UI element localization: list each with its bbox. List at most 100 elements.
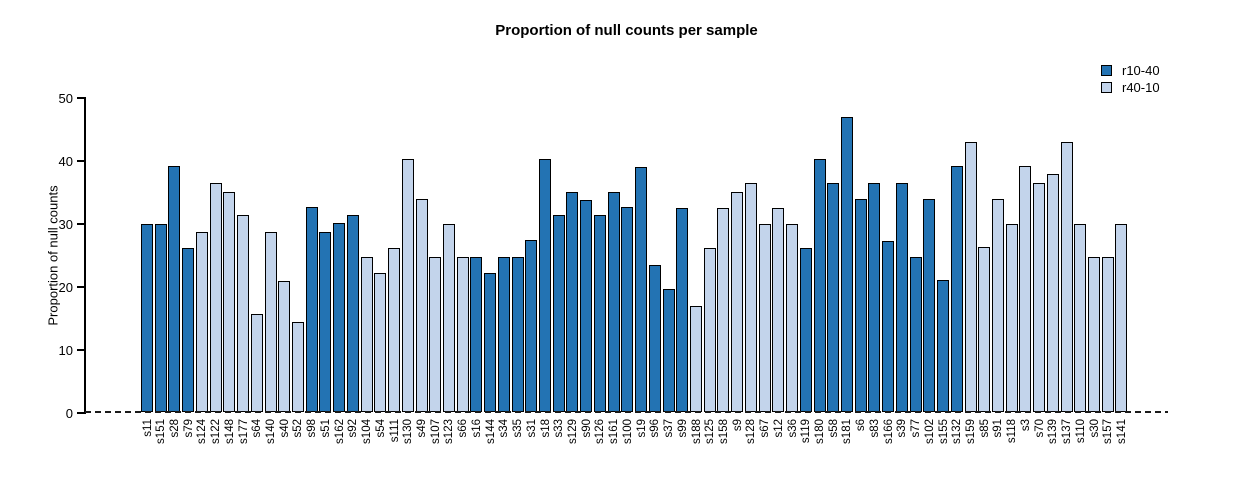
bar-s31	[525, 240, 538, 412]
bar-s83	[868, 182, 881, 412]
x-tick-label: s110	[1074, 419, 1087, 444]
legend-swatch	[1101, 65, 1112, 76]
bar-s132	[950, 166, 963, 412]
x-tick-label: s111	[388, 419, 401, 443]
legend-swatch	[1101, 82, 1112, 93]
x-tick-label: s39	[896, 419, 909, 438]
y-tick	[77, 160, 84, 162]
bar-s111	[388, 248, 401, 412]
legend-row: r40-10	[1101, 81, 1160, 94]
bar-s129	[566, 191, 579, 412]
x-tick-label: s125	[704, 419, 717, 444]
bar-s104	[360, 257, 373, 412]
x-tick-label: s151	[155, 419, 168, 444]
y-tick-label: 40	[58, 154, 73, 169]
bar-s52	[291, 321, 304, 412]
zero-dashed-line	[85, 411, 1168, 413]
y-tick-label: 30	[58, 217, 73, 232]
x-tick-label: s79	[182, 419, 195, 438]
bar-s118	[1005, 224, 1018, 412]
bar-s19	[635, 166, 648, 412]
x-tick-label: s28	[168, 419, 181, 438]
x-tick-label: s124	[196, 419, 209, 444]
bar-s35	[511, 257, 524, 412]
bar-s99	[676, 207, 689, 412]
y-axis-label: Proportion of null counts	[45, 185, 61, 326]
bar-s102	[923, 199, 936, 412]
y-tick	[77, 349, 84, 351]
x-tick-label: s128	[745, 419, 758, 444]
x-tick-label: s137	[1061, 419, 1074, 444]
x-tick-label: s161	[608, 419, 621, 444]
bar-s91	[991, 199, 1004, 412]
x-tick-label: s16	[470, 419, 483, 438]
x-tick-label: s96	[649, 419, 662, 438]
x-tick-label: s36	[786, 419, 799, 438]
x-tick-label: s157	[1102, 419, 1115, 444]
x-tick-label: s58	[827, 419, 840, 438]
bar-s177	[237, 215, 250, 412]
legend-label: r10-40	[1122, 63, 1160, 78]
bar-s30	[1088, 257, 1101, 412]
bar-s98	[305, 207, 318, 412]
x-tick-label: s31	[525, 419, 538, 438]
x-tick-label: s119	[800, 419, 813, 444]
x-tick-label: s162	[333, 419, 346, 444]
bar-s79	[182, 248, 195, 412]
x-tick-label: s98	[306, 419, 319, 438]
bar-s49	[415, 199, 428, 412]
x-tick-label: s37	[663, 419, 676, 438]
bar-s18	[539, 159, 552, 412]
y-tick	[77, 223, 84, 225]
bar-s96	[648, 264, 661, 412]
bar-s70	[1033, 182, 1046, 412]
x-tick-label: s102	[923, 419, 936, 444]
x-tick-label: s51	[319, 419, 332, 438]
bar-s51	[319, 231, 332, 412]
y-tick-label: 0	[65, 406, 73, 421]
bar-s151	[154, 223, 167, 412]
x-tick-label: s159	[965, 419, 977, 444]
bar-s40	[278, 280, 291, 412]
bar-s122	[209, 182, 222, 412]
x-tick-label: s6	[855, 419, 868, 432]
x-tick-label: s130	[402, 419, 415, 444]
x-tick-label: s90	[580, 419, 593, 438]
x-tick-label: s141	[1115, 419, 1128, 444]
bar-s139	[1046, 174, 1059, 412]
bar-s161	[607, 191, 620, 412]
x-tick-label: s3	[1019, 419, 1032, 432]
x-tick-label: s123	[443, 419, 456, 444]
x-tick-label: s33	[553, 419, 566, 438]
x-tick-label: s11	[141, 419, 154, 437]
x-tick-label: s49	[416, 419, 428, 438]
bar-s158	[717, 207, 730, 412]
bar-s155	[937, 280, 950, 412]
bar-s110	[1074, 224, 1087, 412]
bar-s159	[964, 142, 977, 412]
x-tick-label: s158	[717, 419, 730, 444]
x-tick-label: s34	[498, 419, 511, 438]
x-tick-label: s104	[361, 419, 374, 444]
y-tick	[77, 97, 84, 99]
x-tick-label: s148	[223, 419, 236, 444]
bar-s162	[333, 223, 346, 412]
x-tick-label: s70	[1033, 419, 1046, 438]
y-tick-label: 10	[58, 343, 73, 358]
x-tick-label: s64	[251, 419, 264, 438]
bar-s3	[1019, 166, 1032, 412]
x-tick-label: s12	[772, 419, 785, 438]
x-tick-label: s91	[992, 419, 1005, 438]
x-tick-label: s181	[841, 419, 854, 444]
x-tick-label: s140	[265, 419, 278, 444]
bar-s66	[456, 257, 469, 412]
x-tick-label: s77	[910, 419, 923, 438]
x-tick-label: s144	[484, 419, 497, 444]
bar-s58	[827, 182, 840, 412]
x-tick-label: s85	[978, 419, 991, 438]
bar-s137	[1060, 142, 1073, 412]
bar-s180	[813, 158, 826, 412]
bar-s188	[690, 305, 702, 412]
x-tick-label: s180	[814, 419, 827, 444]
bar-s34	[497, 257, 510, 412]
